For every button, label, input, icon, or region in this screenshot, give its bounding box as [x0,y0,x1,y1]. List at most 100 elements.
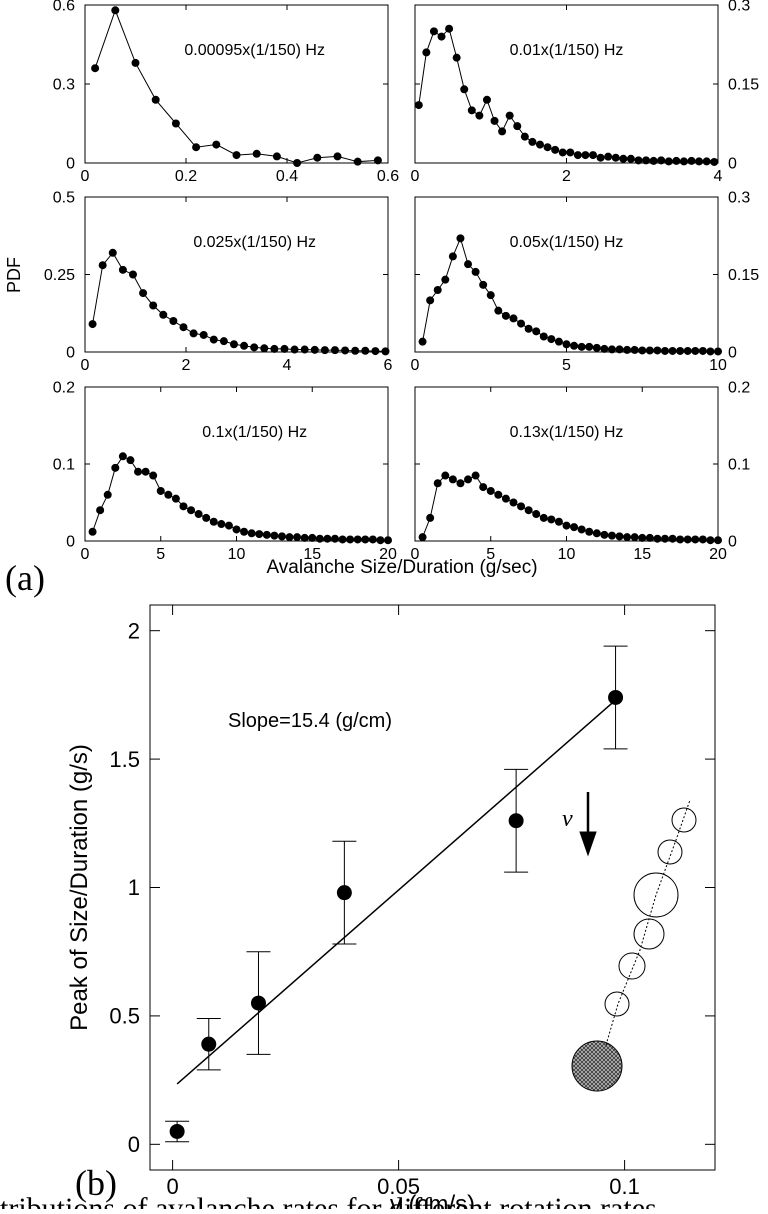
data-point [706,536,715,545]
data-point [353,535,362,544]
data-point [290,345,299,354]
y-tick-label: 0.3 [53,77,75,94]
data-point [642,156,651,165]
data-point [308,533,317,542]
y-tick-label: 0.15 [728,267,759,284]
data-point [524,506,533,515]
data-point [88,320,97,329]
x-tick-label: 4 [714,168,723,185]
data-point [668,346,677,355]
inset-label: v [562,806,573,832]
grain [618,952,646,980]
data-point [558,148,567,157]
data-point [179,502,188,511]
data-point [330,534,339,543]
data-point [250,343,259,352]
annotation: 0.025x(1/150) Hz [193,234,316,251]
data-point [585,527,594,536]
data-point [464,260,473,269]
data-point [630,345,639,354]
data-point [471,471,480,480]
data-point [280,344,289,353]
data-point [313,153,322,162]
grain [604,991,630,1017]
data-point [660,346,669,355]
data-point [232,525,241,534]
data-point [691,346,700,355]
data-point [151,95,160,104]
x-tick-label: 0 [166,1174,178,1199]
grain [657,839,683,865]
data-point [714,536,722,545]
data-point [509,498,518,507]
panel-label: (a) [5,558,45,598]
data-point [679,157,688,166]
x-tick-label: 15 [633,546,651,563]
data-point [479,483,488,492]
data-point [338,535,347,544]
data-point [333,152,342,161]
data-point [517,502,526,511]
data-point [471,267,480,276]
trajectory [605,799,691,1046]
fit-line [176,699,617,1085]
data-point [384,536,392,545]
data-point [441,275,450,284]
data-point [128,270,137,279]
x-axis-label: Avalanche Size/Duration (g/sec) [266,557,537,578]
y-tick-label: 0.3 [728,0,750,15]
x-tick-label: 4 [283,357,292,374]
data-point [486,291,495,300]
x-tick-label: 0.4 [276,168,298,185]
data-point [676,346,685,355]
y-tick-label: 0.25 [44,267,75,284]
x-tick-label: 20 [379,546,397,563]
data-point [250,995,266,1011]
x-tick-label: 0 [81,357,90,374]
y-axis-label: PDF [4,257,24,293]
data-point [293,533,302,542]
data-point [645,346,654,355]
data-point [657,156,666,165]
x-tick-label: 0.6 [377,168,399,185]
data-point [441,471,450,480]
data-point [577,525,586,534]
data-point [217,520,226,529]
data-point [373,156,382,165]
x-tick-label: 5 [156,546,165,563]
x-tick-label: 0.05 [377,1174,420,1199]
data-point [714,347,722,356]
data-point [456,234,465,243]
data-point [600,344,609,353]
data-point [539,332,548,341]
data-point [695,157,704,166]
data-point [619,154,628,163]
data-point [169,1123,185,1139]
data-point [351,346,360,355]
data-point [194,510,203,519]
data-point [452,53,461,62]
y-tick-label: 0.1 [53,457,75,474]
data-point [202,513,211,522]
data-point [607,531,616,540]
data-point [653,534,662,543]
data-point [513,122,522,131]
data-point [149,471,158,480]
data-point [262,530,271,539]
data-point [596,153,605,162]
y-tick-label: 0 [128,1132,140,1157]
y-tick-label: 0.3 [728,190,750,207]
data-line [92,251,386,352]
data-point [346,535,355,544]
data-point [260,344,269,353]
data-point [592,529,601,538]
data-point [96,506,105,515]
data-point [381,347,390,356]
y-tick-label: 0.5 [109,1004,140,1029]
data-point [630,533,639,542]
data-line [422,474,718,541]
data-point [638,346,647,355]
data-point [649,156,658,165]
data-point [623,533,632,542]
data-point [547,515,556,524]
